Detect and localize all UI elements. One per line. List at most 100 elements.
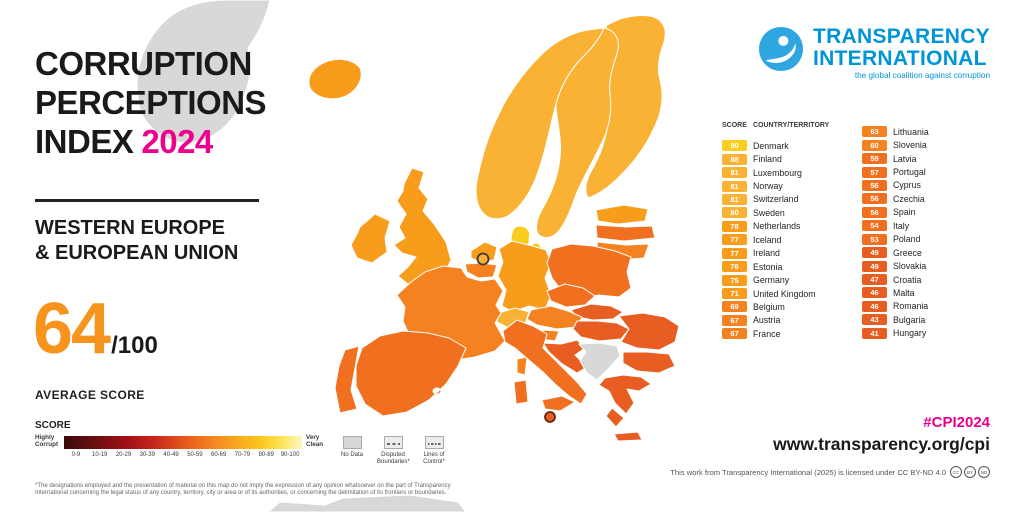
average-score: 64 /100	[33, 292, 158, 366]
score-badge: 76	[722, 261, 747, 273]
no-data-label: No Data	[340, 452, 363, 458]
country-name: Greece	[893, 247, 922, 258]
country-name: Slovenia	[893, 140, 927, 151]
ranking-row: 76 Estonia	[722, 260, 816, 273]
country-name: Switzerland	[753, 194, 799, 205]
title-line-2: PERCEPTIONS	[35, 84, 267, 121]
map-country-united-kingdom	[393, 167, 452, 285]
map-country-romania	[618, 312, 680, 351]
legend-ticks: 0-9 10-19 20-29 30-39 40-49 50-59 60-69 70-79 80…	[64, 452, 302, 458]
legend-tick: 80-89	[258, 452, 274, 458]
country-name: Czechia	[893, 193, 925, 204]
map-country-italy	[502, 319, 588, 412]
ranking-row: 81 Luxembourg	[722, 166, 816, 179]
legend-tick: 30-39	[139, 452, 155, 458]
ranking-row: 59 Latvia	[862, 152, 929, 165]
score-badge: 49	[862, 247, 887, 259]
ranking-row: 77 Ireland	[722, 247, 816, 260]
score-badge: 81	[722, 193, 747, 205]
map-country-hungary	[572, 320, 630, 342]
ranking-column-2: 63 Lithuania 60 Slovenia 59 Latvia 57 Portugal 5…	[862, 125, 929, 340]
logo-name-line2: INTERNATIONAL	[812, 46, 987, 70]
ranking-table: SCORE COUNTRY/TERRITORY 90 Denmark 88 Finla…	[722, 122, 1002, 352]
legend-tick: 20-29	[115, 452, 132, 458]
country-name: Hungary	[893, 328, 927, 339]
region-line-1: WESTERN EUROPE	[35, 217, 226, 239]
score-badge: 77	[722, 247, 747, 259]
country-name: Latvia	[893, 153, 917, 164]
score-badge: 46	[862, 300, 887, 312]
map-north-africa	[267, 494, 467, 512]
ranking-row: 67 Austria	[722, 314, 816, 327]
country-name: Lithuania	[893, 126, 929, 137]
map-western-balkans	[578, 342, 621, 381]
logo-wordmark: TRANSPARENCY INTERNATIONAL the global co…	[813, 26, 990, 80]
country-name: Italy	[893, 220, 910, 231]
country-name: United Kingdom	[753, 288, 816, 299]
legend-title: SCORE	[35, 420, 71, 431]
map-country-portugal	[334, 345, 360, 414]
country-name: Poland	[893, 234, 921, 245]
ranking-row: 81 Norway	[722, 179, 816, 192]
ranking-row: 54 Italy	[862, 219, 929, 232]
legend-tick: 70-79	[234, 452, 251, 458]
title-line-3: INDEX 2024	[35, 122, 266, 161]
score-badge: 63	[862, 126, 887, 138]
country-name: Norway	[753, 181, 783, 192]
ranking-row: 43 Bulgaria	[862, 313, 929, 326]
ranking-row: 71 United Kingdom	[722, 287, 816, 300]
country-name: Ireland	[753, 248, 780, 259]
score-badge: 88	[722, 153, 747, 165]
title-divider	[35, 199, 259, 202]
score-badge: 56	[862, 206, 887, 218]
map-country-bulgaria	[622, 351, 676, 374]
ranking-row: 56 Cyprus	[862, 179, 929, 192]
legend-tick: 90-100	[280, 452, 300, 458]
score-badge: 59	[862, 153, 887, 165]
ranking-row: 41 Hungary	[862, 327, 929, 340]
hashtag: #CPI2024	[923, 414, 990, 431]
lines-of-control-label: Lines of Control*	[423, 452, 445, 465]
average-score-denominator: /100	[111, 332, 158, 359]
ranking-row: 69 Belgium	[722, 300, 816, 313]
ranking-row: 78 Netherlands	[722, 220, 816, 233]
map-country-greece	[598, 374, 652, 442]
legend-tick: 40-49	[163, 452, 179, 458]
license-text: This work from Transparency Internationa…	[670, 467, 946, 477]
score-badge: 49	[862, 260, 887, 272]
ranking-row: 63 Lithuania	[862, 125, 929, 138]
country-name: Cyprus	[893, 180, 921, 191]
country-name: Slovakia	[893, 261, 927, 272]
country-name: Iceland	[753, 234, 782, 245]
ranking-row: 57 Portugal	[862, 165, 929, 178]
ranking-row: 56 Spain	[862, 206, 929, 219]
disputed-boundaries-label: Disputed Boundaries*	[377, 452, 410, 465]
ranking-row: 46 Malta	[862, 286, 929, 299]
ti-globe-icon	[758, 26, 804, 77]
score-badge: 75	[722, 274, 747, 286]
ranking-row: 46 Romania	[862, 300, 929, 313]
map-disclaimer: *The designations employed and the prese…	[35, 483, 451, 497]
score-badge: 80	[722, 207, 747, 219]
website-link[interactable]: www.transparency.org/cpi	[773, 434, 990, 454]
score-badge: 67	[722, 314, 747, 326]
country-name: Denmark	[753, 140, 789, 151]
country-name: Luxembourg	[753, 167, 802, 178]
ranking-row: 77 Iceland	[722, 233, 816, 246]
ranking-header-country: COUNTRY/TERRITORY	[753, 122, 830, 129]
map-marker-luxembourg	[476, 252, 490, 266]
score-badge: 78	[722, 220, 747, 232]
score-badge: 54	[862, 220, 887, 232]
map-marker-malta	[544, 411, 556, 423]
no-data-swatch	[342, 436, 362, 449]
map-country-ireland	[350, 213, 391, 264]
country-name: France	[753, 328, 781, 339]
score-badge: 43	[862, 314, 887, 326]
cc-cc-icon: cc	[950, 466, 962, 478]
legend-high-label: Very Clean	[306, 434, 324, 448]
score-gradient-bar	[64, 436, 302, 449]
country-name: Spain	[893, 207, 916, 218]
title-line-1: CORRUPTION	[35, 45, 252, 82]
cc-by-icon: by	[964, 466, 976, 478]
score-badge: 47	[862, 274, 887, 286]
